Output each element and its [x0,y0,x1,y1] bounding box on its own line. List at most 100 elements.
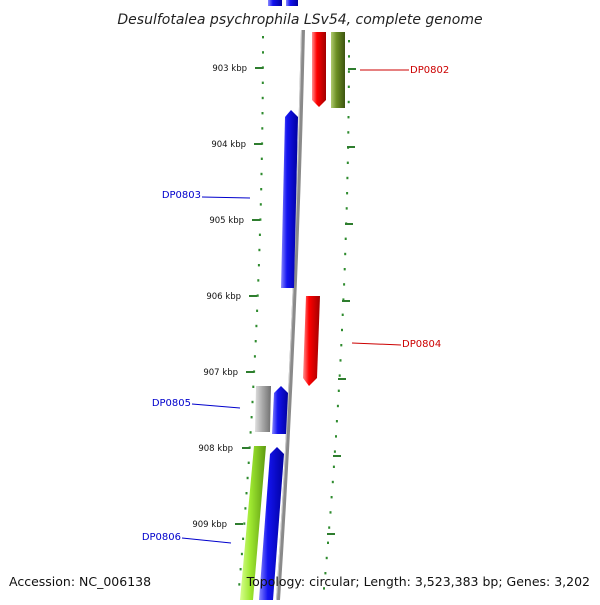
track-dot [327,541,329,544]
genome-backbone [276,29,305,601]
track-dot [256,309,259,312]
track-dot [262,36,264,39]
track-dot [256,294,259,297]
track-dot [260,188,263,191]
leader-line-dp0806 [181,537,232,544]
track-dot [252,385,255,388]
track-dot [340,344,343,347]
map-title: Desulfotalea psychrophila LSv54, complet… [117,12,482,28]
track-dot [336,404,339,408]
accession-text: Accession: NC_006138 [9,574,151,589]
track-dot [253,355,256,358]
track-dot [333,450,336,453]
tick-label-909: 909 kbp [192,520,227,530]
ruler: 903 kbp 904 kbp 905 kbp 906 kbp 907 kbp … [192,64,356,535]
track-dot [338,374,341,377]
lime-feature[interactable] [240,446,266,600]
olive-feature[interactable] [331,32,345,108]
tick-label-905: 905 kbp [209,216,244,226]
track-dot [249,431,252,434]
track-dot [259,218,262,221]
gene-label-dp0805[interactable]: DP0805 [152,398,191,409]
track-dot [344,252,347,256]
tick-label-906: 906 kbp [206,292,241,302]
track-dot [331,480,334,484]
leader-line-dp0803 [201,196,251,199]
track-dot [329,511,332,514]
track-dot [246,476,249,480]
tick-label-907: 907 kbp [203,368,238,378]
track-dot [261,96,264,100]
track-dot [341,313,344,316]
track-dot [243,522,246,525]
track-dot [245,492,248,495]
leader-line-dp0804 [351,342,402,346]
track-dot [343,268,346,271]
gene-feature-dp0806[interactable] [259,447,284,600]
track-dot [240,552,243,556]
grey-feature[interactable] [255,386,271,432]
gene-labels: DP0802 DP0803 DP0804 DP0805 DP0806 [142,65,449,544]
gene-feature-top-partial-2[interactable] [286,0,298,6]
inner-dotted-track [238,36,264,586]
track-dot [328,526,331,529]
track-dot [332,465,335,468]
track-dot [325,556,328,560]
track-dot [346,192,349,195]
track-dot [261,127,264,130]
track-dot [348,55,350,58]
track-dot [344,237,347,240]
tick-label-903: 903 kbp [212,64,247,74]
track-dot [261,142,264,145]
genome-backbone-highlight [276,29,302,601]
track-dot [255,324,258,328]
track-dot [347,131,350,134]
outer-dotted-track [323,40,350,590]
tick-label-908: 908 kbp [198,444,233,454]
track-dot [347,116,350,119]
track-dot [337,389,340,392]
track-dot [254,340,257,343]
gene-label-dp0802[interactable]: DP0802 [410,65,449,76]
track-dot [259,203,262,206]
track-dot [324,572,327,575]
gene-feature-dp0805[interactable] [272,386,288,434]
gene-feature-top-partial[interactable] [268,0,282,6]
track-dot [247,461,250,464]
track-dot [348,40,350,43]
track-dot [347,70,350,73]
track-dot [330,496,333,499]
gene-feature-dp0804[interactable] [303,296,320,386]
track-dot [260,157,263,160]
gene-feature-dp0803[interactable] [281,110,298,288]
track-dot [335,420,338,423]
track-dot [323,587,325,590]
track-dot [261,81,264,84]
track-dot [345,207,348,210]
track-dot [347,85,350,88]
track-dot [258,233,261,236]
track-dot [244,507,247,510]
track-dot [346,176,349,180]
track-dot [253,370,256,373]
gene-label-dp0804[interactable]: DP0804 [402,339,441,350]
track-dot [339,359,342,362]
track-dot [341,328,343,332]
track-dot [343,283,346,286]
track-dot [250,416,253,419]
track-dot [257,264,260,267]
track-dot [347,100,350,104]
track-dot [257,279,260,282]
track-dot [335,435,337,438]
track-dot [238,583,241,586]
track-dot [242,537,245,540]
track-dot [239,568,242,571]
leader-line-dp0805 [191,403,241,409]
track-dot [346,161,349,164]
track-dot [260,172,263,176]
gene-feature-dp0802[interactable] [312,32,326,107]
gene-label-dp0806[interactable]: DP0806 [142,532,181,543]
tick-label-904: 904 kbp [211,140,246,150]
gene-label-dp0803[interactable]: DP0803 [162,190,201,201]
